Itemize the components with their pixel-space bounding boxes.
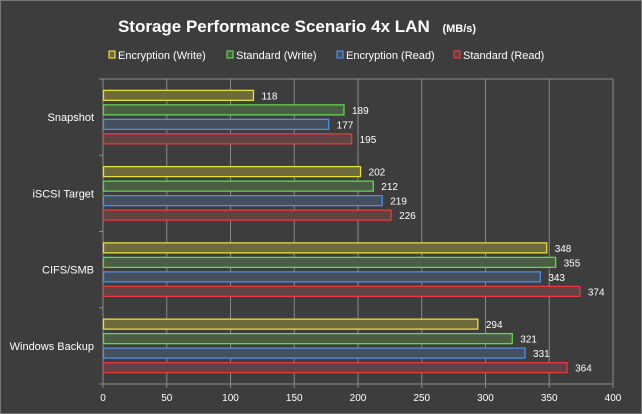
x-tick-label: 350 [541, 393, 558, 404]
bar [102, 242, 548, 254]
bar [102, 165, 362, 178]
legend-swatch [108, 50, 116, 59]
x-tick-label: 200 [350, 393, 367, 404]
bar [102, 256, 557, 269]
bar [102, 133, 353, 145]
data-label: 195 [360, 135, 377, 146]
legend-swatch [453, 50, 461, 59]
data-label: 294 [486, 320, 503, 331]
bar [102, 361, 568, 374]
bar [102, 332, 513, 345]
x-tick-label: 300 [477, 393, 494, 404]
chart-title-unit: (MB/s) [442, 23, 476, 35]
x-tick-label: 50 [161, 393, 173, 404]
bar [102, 209, 392, 221]
x-tick-label: 150 [286, 393, 303, 404]
bar [102, 89, 255, 102]
bar [102, 285, 581, 298]
x-tick-labels: 0 50 100 150 200 250 300 350 400 [100, 393, 622, 404]
category-label: CIFS/SMB [42, 265, 94, 277]
data-label: 118 [261, 91, 277, 102]
data-label: 202 [369, 168, 386, 179]
data-label: 364 [575, 364, 592, 375]
legend-label: Encryption (Write) [118, 50, 206, 62]
data-label: 374 [588, 287, 605, 298]
bar [102, 118, 330, 131]
legend: Encryption (Write) Standard (Write) Encryp… [108, 50, 544, 62]
data-label: 348 [555, 244, 572, 255]
bar [102, 194, 383, 207]
data-label: 189 [352, 106, 369, 117]
category-label: iSCSI Target [32, 188, 94, 200]
chart-title: Storage Performance Scenario 4x LAN (MB/… [118, 17, 476, 36]
x-tick-label: 250 [413, 393, 430, 404]
legend-swatch [336, 50, 344, 59]
data-label: 331 [533, 349, 550, 360]
legend-label: Standard (Write) [236, 50, 317, 62]
data-label: 212 [381, 182, 398, 193]
x-tick-label: 100 [222, 393, 239, 404]
legend-label: Standard (Read) [463, 50, 544, 62]
bar [102, 104, 345, 116]
data-label: 343 [548, 273, 565, 284]
legend-swatch [226, 50, 234, 59]
data-label: 226 [399, 211, 416, 222]
bar [102, 271, 541, 283]
bar [102, 347, 526, 359]
value-labels: 118 189 177 195 202 212 219 226 348 355 343 374 294 3… [261, 91, 605, 374]
chart-title-main: Storage Performance Scenario 4x LAN [118, 17, 430, 36]
data-label: 177 [337, 120, 354, 131]
bars [102, 89, 581, 374]
category-label: Snapshot [48, 112, 94, 124]
data-label: 355 [564, 258, 581, 269]
bar [102, 318, 479, 330]
category-labels: Snapshot iSCSI Target CIFS/SMB Windows Back… [10, 112, 94, 353]
x-tick-label: 400 [605, 393, 622, 404]
bar [102, 180, 374, 192]
category-label: Windows Backup [10, 341, 94, 353]
x-tick-label: 0 [100, 393, 106, 404]
data-label: 321 [520, 335, 537, 346]
data-label: 219 [390, 197, 407, 208]
legend-label: Encryption (Read) [346, 50, 435, 62]
